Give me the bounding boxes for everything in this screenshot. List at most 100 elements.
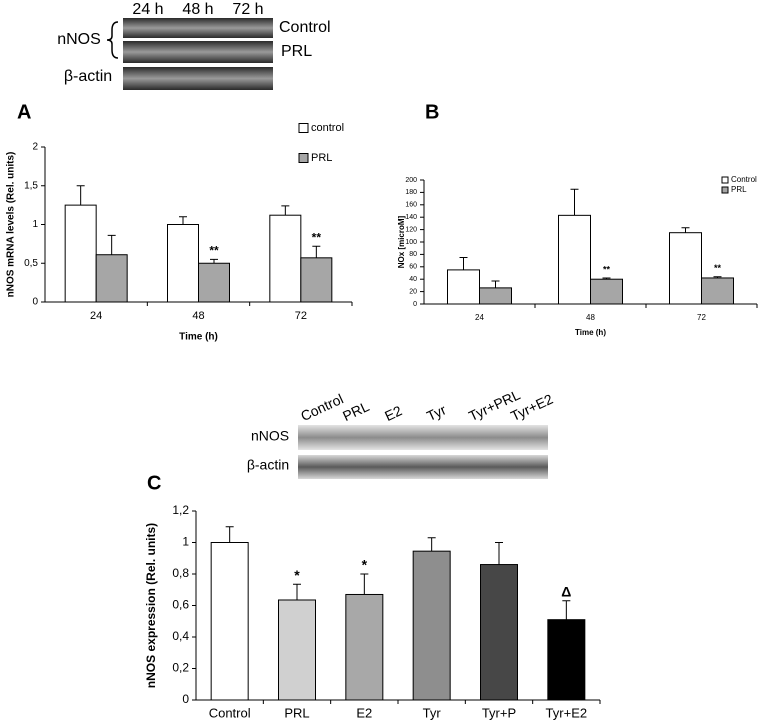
bar xyxy=(300,257,333,303)
x-tick-label: 72 xyxy=(697,313,706,322)
panel-label: C xyxy=(147,472,161,494)
y-tick-label: 120 xyxy=(405,226,417,233)
blot-lane: Tyr xyxy=(424,401,449,424)
error-bar xyxy=(210,258,218,264)
error-bar xyxy=(427,537,436,552)
x-tick-label: Control xyxy=(209,705,251,720)
annotation: ** xyxy=(312,230,322,244)
blot-row xyxy=(298,455,548,479)
x-axis-label: Time (h) xyxy=(575,328,606,337)
panel-label: B xyxy=(425,101,439,123)
legend-swatch xyxy=(721,186,729,194)
bar xyxy=(64,204,97,303)
legend-label: PRL xyxy=(731,185,747,194)
x-tick-label: 72 xyxy=(295,310,307,322)
y-tick-label: 0,4 xyxy=(172,629,189,643)
y-tick-label: 100 xyxy=(405,239,417,246)
y-tick-label: 1,5 xyxy=(24,180,38,191)
error-bar xyxy=(459,257,468,270)
bar xyxy=(210,542,249,701)
bar xyxy=(278,599,316,701)
x-tick-label: Tyr+P xyxy=(482,705,516,720)
blot-row-label: Control xyxy=(279,19,331,36)
blot-row xyxy=(123,67,273,90)
x-tick-label: Tyr+E2 xyxy=(546,705,588,720)
y-tick-label: 140 xyxy=(405,214,417,221)
error-bar xyxy=(713,276,722,278)
blot-loading: β-actin xyxy=(64,68,112,85)
y-tick-label: 0 xyxy=(413,301,417,308)
error-bar xyxy=(179,216,187,225)
y-axis-label: nNOS expression (Rel. units) xyxy=(144,523,158,688)
annotation: ** xyxy=(714,263,722,273)
error-bar xyxy=(360,573,369,595)
annotation: ** xyxy=(603,264,611,274)
blot-row-label: nNOS xyxy=(251,428,289,444)
x-axis-label: Time (h) xyxy=(179,332,218,343)
blot-lane: E2 xyxy=(382,402,404,424)
x-tick-label: PRL xyxy=(284,705,309,720)
blot-group: nNOS xyxy=(57,31,101,48)
annotation: * xyxy=(362,557,368,573)
blot-lane: 24 h xyxy=(132,1,163,18)
bar xyxy=(269,214,302,303)
blot-lane: Control xyxy=(298,390,346,424)
x-tick-label: 24 xyxy=(90,310,102,322)
bar xyxy=(480,564,518,701)
blot-row xyxy=(123,41,273,63)
brace xyxy=(106,21,119,59)
y-tick-label: 0,5 xyxy=(24,258,38,269)
error-bar xyxy=(312,245,321,258)
y-tick-label: 20 xyxy=(409,288,417,295)
bar xyxy=(412,550,451,701)
error-bar xyxy=(293,583,301,600)
blot-lane: 72 h xyxy=(232,1,263,18)
panel-label: A xyxy=(17,101,31,123)
bar xyxy=(198,262,230,303)
blot-lane: 48 h xyxy=(182,1,213,18)
bar xyxy=(95,254,128,303)
x-tick-label: E2 xyxy=(356,705,372,720)
blot-row-label: β-actin xyxy=(247,457,289,473)
y-tick-label: 160 xyxy=(405,202,417,209)
error-bar xyxy=(495,542,503,565)
error-bar xyxy=(562,600,571,620)
y-tick-label: 2 xyxy=(32,142,38,153)
error-bar xyxy=(570,188,579,216)
blot-row xyxy=(123,18,273,38)
y-tick-label: 40 xyxy=(409,276,417,283)
bar xyxy=(701,277,734,305)
y-tick-label: 80 xyxy=(409,251,417,258)
legend-swatch xyxy=(721,176,729,184)
x-tick-label: 48 xyxy=(192,310,204,322)
error-bar xyxy=(491,280,500,288)
y-tick-label: 1,2 xyxy=(172,503,189,517)
legend-swatch xyxy=(298,153,309,163)
y-axis-label: NOx [microM] xyxy=(397,215,406,268)
legend-label: control xyxy=(311,122,344,134)
legend-label: Control xyxy=(731,175,757,184)
y-tick-label: 1 xyxy=(32,219,38,230)
y-tick-label: 200 xyxy=(405,177,417,184)
y-tick-label: 0 xyxy=(32,297,38,308)
error-bar xyxy=(281,205,290,216)
y-tick-label: 0 xyxy=(182,692,189,706)
annotation: * xyxy=(294,567,300,583)
error-bar xyxy=(225,526,234,543)
y-tick-label: 60 xyxy=(409,264,417,271)
bar xyxy=(345,593,384,701)
bar xyxy=(669,232,702,305)
legend-swatch xyxy=(298,123,309,133)
x-tick-label: Tyr xyxy=(423,705,442,720)
y-tick-label: 0,8 xyxy=(172,566,189,580)
error-bar xyxy=(602,277,611,280)
bar xyxy=(558,214,591,305)
bar xyxy=(547,619,586,701)
annotation: ** xyxy=(209,244,219,258)
blot-row-label: PRL xyxy=(281,43,312,60)
bar xyxy=(447,269,480,305)
bar xyxy=(479,287,512,305)
y-tick-label: 180 xyxy=(405,189,417,196)
y-axis-label: nNOS mRNA levels (Rel. units) xyxy=(6,152,17,298)
